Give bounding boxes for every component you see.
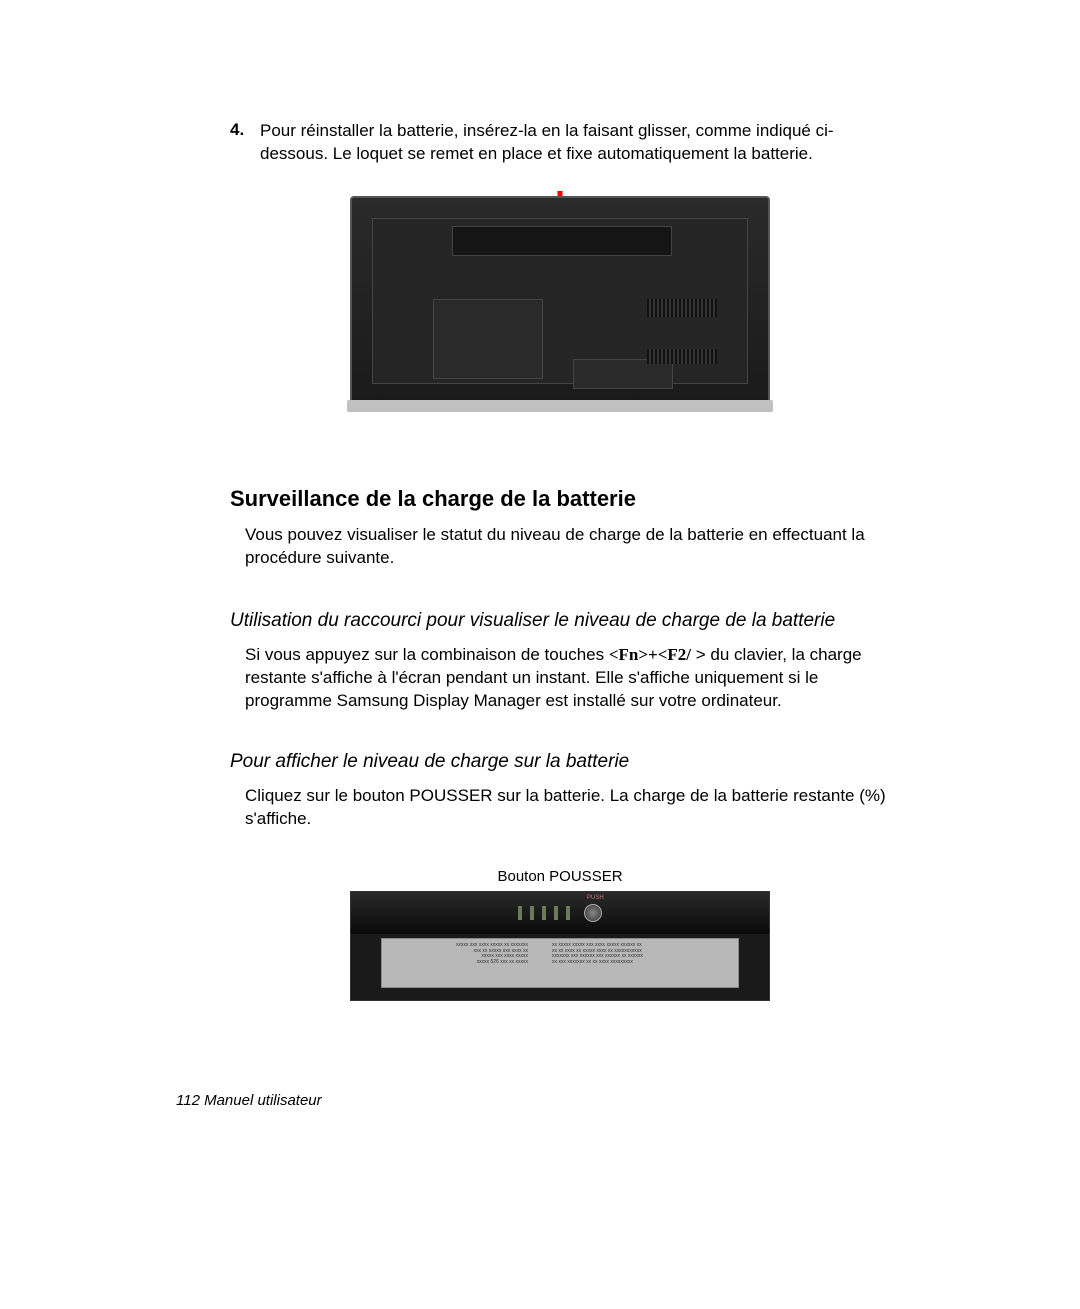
battery-top: PUSH	[351, 892, 769, 934]
led-icon	[530, 906, 534, 920]
vent-icon	[647, 299, 717, 317]
step-number: 4.	[230, 120, 260, 166]
laptop-bottom-figure	[350, 196, 770, 436]
figure2-caption: Bouton POUSSER	[230, 868, 890, 885]
led-icon	[518, 906, 522, 920]
text-before-key: Si vous appuyez sur la combinaison de to…	[245, 645, 609, 664]
section-heading: Surveillance de la charge de la batterie	[230, 486, 890, 512]
section-intro-text: Vous pouvez visualiser le statut du nive…	[245, 524, 890, 570]
subheading-display: Pour afficher le niveau de charge sur la…	[230, 751, 890, 773]
step-text: Pour réinstaller la batterie, insérez-la…	[260, 120, 890, 166]
step-4: 4. Pour réinstaller la batterie, insérez…	[230, 120, 890, 166]
label-text-left: xxxxx xxx xxxx xxxxx xx xxxxxxxxxx xx xx…	[388, 943, 528, 965]
vent-icon	[647, 349, 717, 364]
led-icon	[542, 906, 546, 920]
subheading-shortcut-text: Si vous appuyez sur la combinaison de to…	[245, 644, 890, 713]
page-footer: 112 Manuel utilisateur	[176, 1092, 322, 1109]
battery-figure: PUSH xxxxx xxx xxxx xxxxx xx xxxxxxxxxx …	[350, 891, 770, 1001]
battery-slot	[452, 226, 672, 256]
battery-label: xxxxx xxx xxxx xxxxx xx xxxxxxxxxx xx xx…	[381, 938, 739, 988]
led-strip: PUSH	[518, 904, 602, 922]
subheading-display-text: Cliquez sur le bouton POUSSER sur la bat…	[245, 785, 890, 831]
led-icon	[554, 906, 558, 920]
label-text-right: xx xxxxx xxxxx xxx xxxx xxxxx xxxxxx xxx…	[552, 943, 732, 965]
push-button-icon: PUSH	[584, 904, 602, 922]
laptop-body	[350, 196, 770, 406]
push-label: PUSH	[587, 895, 604, 901]
led-icon	[566, 906, 570, 920]
access-panel	[433, 299, 543, 379]
subheading-shortcut: Utilisation du raccourci pour visualiser…	[230, 610, 890, 632]
laptop-base	[347, 400, 773, 412]
key-combo: <Fn>+<F2/	[609, 645, 691, 664]
